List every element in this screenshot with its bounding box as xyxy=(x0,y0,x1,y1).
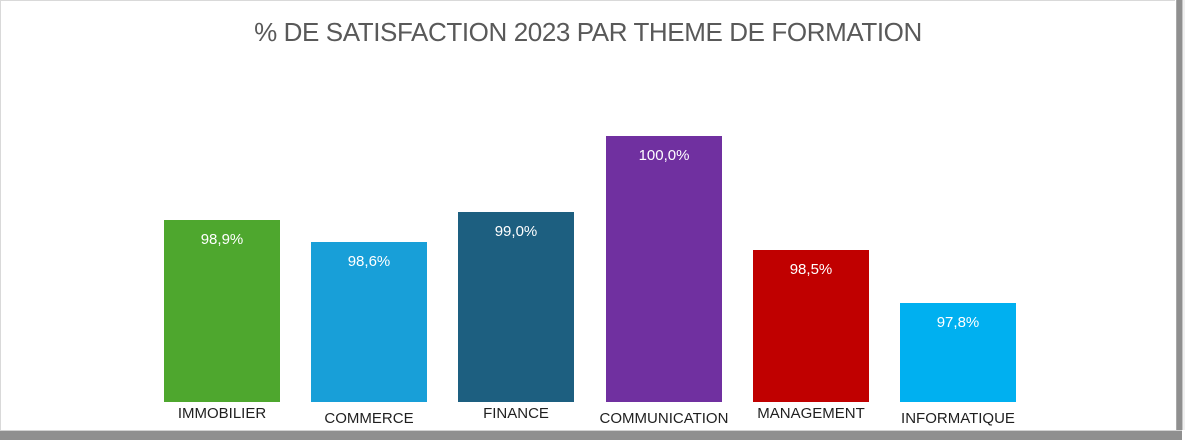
plot-area: 98,9% 98,6% 99,0% 100,0% 98,5% 97,8% xyxy=(164,136,1016,402)
window-bottom-border xyxy=(0,430,1182,440)
category-label: INFORMATIQUE xyxy=(901,410,1015,427)
value-label: 98,6% xyxy=(347,253,391,270)
value-label: 98,5% xyxy=(789,261,833,278)
bar[interactable]: 98,9% xyxy=(164,220,280,402)
chart-title: % DE SATISFACTION 2023 PAR THEME DE FORM… xyxy=(254,17,922,47)
window-right-border xyxy=(1175,0,1185,430)
bar[interactable]: 98,5% xyxy=(753,250,869,402)
value-label: 99,0% xyxy=(494,223,538,240)
bar[interactable]: 98,6% xyxy=(311,242,427,402)
category-label: COMMERCE xyxy=(324,410,414,427)
bar[interactable]: 97,8% xyxy=(900,303,1016,402)
value-label: 97,8% xyxy=(936,314,980,331)
category-label: COMMUNICATION xyxy=(599,410,729,427)
value-label: 98,9% xyxy=(200,231,244,248)
window-left-border xyxy=(0,0,1,440)
chart-area: % DE SATISFACTION 2023 PAR THEME DE FORM… xyxy=(164,17,1016,427)
category-label: IMMOBILIER xyxy=(177,405,267,422)
window-top-border xyxy=(0,0,1185,1)
category-label: MANAGEMENT xyxy=(757,405,865,422)
category-label: FINANCE xyxy=(483,405,549,422)
value-label: 100,0% xyxy=(638,147,690,164)
bar[interactable]: 99,0% xyxy=(458,212,574,402)
bar[interactable]: 100,0% xyxy=(606,136,722,402)
